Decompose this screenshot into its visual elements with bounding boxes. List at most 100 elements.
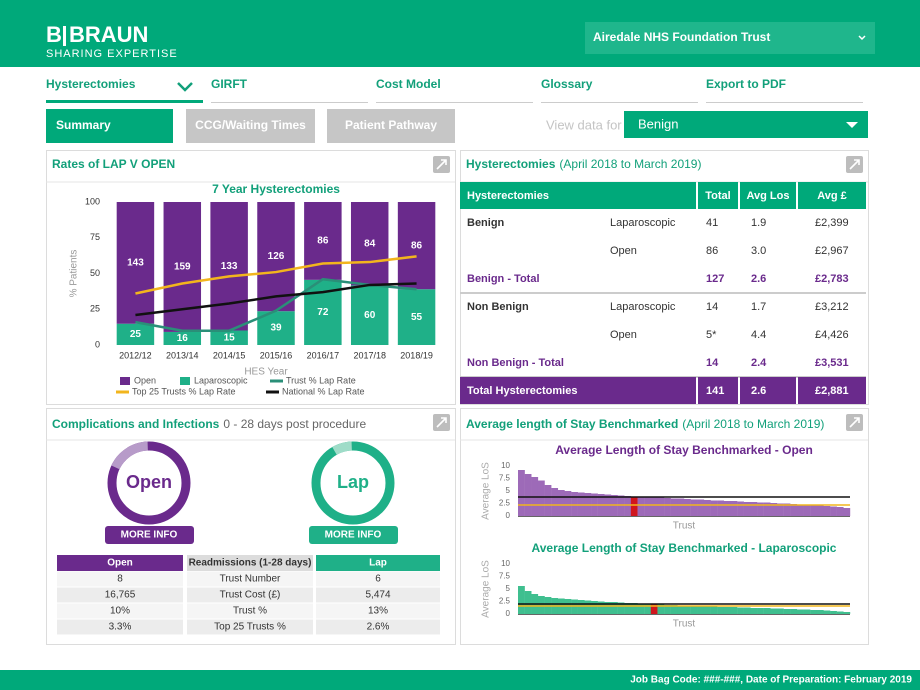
bar — [783, 609, 791, 614]
table-cell-bg — [57, 587, 183, 603]
bar — [843, 508, 851, 516]
table-cell-bg — [187, 619, 313, 635]
bar — [644, 497, 651, 516]
y-tick-label: 5 — [506, 486, 511, 495]
nav-button[interactable] — [327, 109, 455, 143]
data-label: 25 — [130, 329, 142, 340]
table-cell: 141 — [706, 385, 724, 397]
bar — [518, 470, 525, 516]
donut-accent — [332, 441, 353, 455]
expand-icon — [436, 159, 447, 170]
chart-title: Average Length of Stay Benchmarked - Lap… — [532, 541, 837, 555]
y-axis-label: % Patients — [69, 250, 80, 298]
bar — [684, 605, 691, 614]
x-tick-label: 2018/19 — [400, 350, 433, 360]
tab[interactable]: Export to PDF — [706, 77, 786, 91]
data-label: 143 — [127, 258, 144, 269]
tab[interactable]: GIRFT — [211, 77, 248, 91]
y-axis-label: Average LoS — [481, 462, 492, 520]
y-tick-label: 2.5 — [499, 597, 511, 606]
row-type: Laparoscopic — [610, 217, 676, 229]
bar — [776, 503, 784, 516]
y-tick-label: 50 — [90, 268, 100, 278]
tab[interactable]: Hysterectomies — [46, 77, 136, 91]
y-tick-label: 0 — [506, 511, 511, 520]
x-axis-label: HES Year — [244, 367, 288, 378]
bar — [796, 609, 804, 614]
bar — [743, 607, 751, 614]
trust-select[interactable] — [585, 22, 875, 54]
y-tick-label: 0 — [95, 339, 100, 349]
bar — [670, 605, 678, 614]
tab-underline — [541, 102, 698, 103]
y-tick-label: 5 — [506, 584, 511, 593]
bar — [584, 600, 592, 614]
bar — [670, 498, 678, 516]
table-header-cell — [187, 555, 313, 571]
bar — [823, 506, 831, 516]
more-info-label: MORE INFO — [121, 530, 178, 541]
row-group: Benign - Total — [467, 273, 540, 285]
y-tick-label: 10 — [501, 559, 510, 568]
bar — [763, 502, 771, 516]
bar — [650, 497, 658, 516]
bar — [650, 604, 658, 614]
table-cell: Trust Cost (£) — [220, 590, 281, 601]
data-label: 86 — [317, 236, 329, 247]
chart-title: Average Length of Stay Benchmarked - Ope… — [555, 443, 813, 457]
table-cell: 2.4 — [751, 357, 767, 369]
table-header-cell — [698, 182, 738, 209]
total-cell — [798, 377, 866, 404]
chart-title: 7 Year Hysterectomies — [212, 182, 340, 196]
table-cell: £4,426 — [815, 329, 849, 341]
bar — [757, 502, 764, 516]
table-cell: 14 — [706, 357, 719, 369]
bar — [803, 609, 811, 614]
table-cell-bg — [57, 603, 183, 619]
table-header: Avg £ — [817, 190, 847, 202]
more-info-button[interactable] — [309, 526, 398, 544]
bar — [703, 606, 711, 614]
table-cell: 16,765 — [105, 590, 136, 601]
y-tick-label: 10 — [501, 461, 510, 470]
tab[interactable]: Glossary — [541, 77, 593, 91]
bar — [537, 480, 545, 516]
table-cell: 127 — [706, 273, 724, 285]
bar — [690, 499, 698, 516]
bar — [557, 490, 565, 516]
bar — [750, 502, 758, 516]
y-tick-label: 75 — [90, 232, 100, 242]
table-cell: 3.0 — [751, 245, 766, 257]
row-group: Benign — [467, 217, 505, 229]
tab-underline — [706, 102, 863, 103]
bar — [116, 202, 155, 324]
table-header-cell — [740, 182, 796, 209]
bar — [524, 591, 532, 614]
bar — [750, 608, 758, 614]
tab[interactable]: Cost Model — [376, 77, 441, 91]
bar — [796, 504, 804, 516]
table-cell: 13% — [368, 606, 388, 617]
nav-button[interactable] — [186, 109, 315, 143]
nav-button[interactable] — [46, 109, 173, 143]
view-select[interactable] — [624, 111, 868, 138]
bar — [836, 507, 844, 516]
table-cell-bg — [57, 571, 183, 587]
table-cell: 2.6 — [751, 273, 766, 285]
table-cell: 4.4 — [751, 329, 766, 341]
y-tick-label: 2.5 — [499, 499, 511, 508]
bar — [617, 602, 625, 614]
bar — [551, 488, 559, 516]
more-info-button[interactable] — [105, 526, 194, 544]
panel-title-sub: (April 2018 to March 2019) — [559, 157, 701, 171]
data-label: 84 — [364, 238, 376, 249]
panel-title-main: Average length of Stay Benchmarked — [466, 417, 678, 431]
bar — [657, 604, 665, 614]
table-cell: 8 — [117, 574, 123, 585]
bar — [116, 323, 155, 345]
table-cell: £3,531 — [815, 357, 849, 369]
table-header: Open — [107, 558, 133, 569]
bar — [737, 607, 744, 614]
